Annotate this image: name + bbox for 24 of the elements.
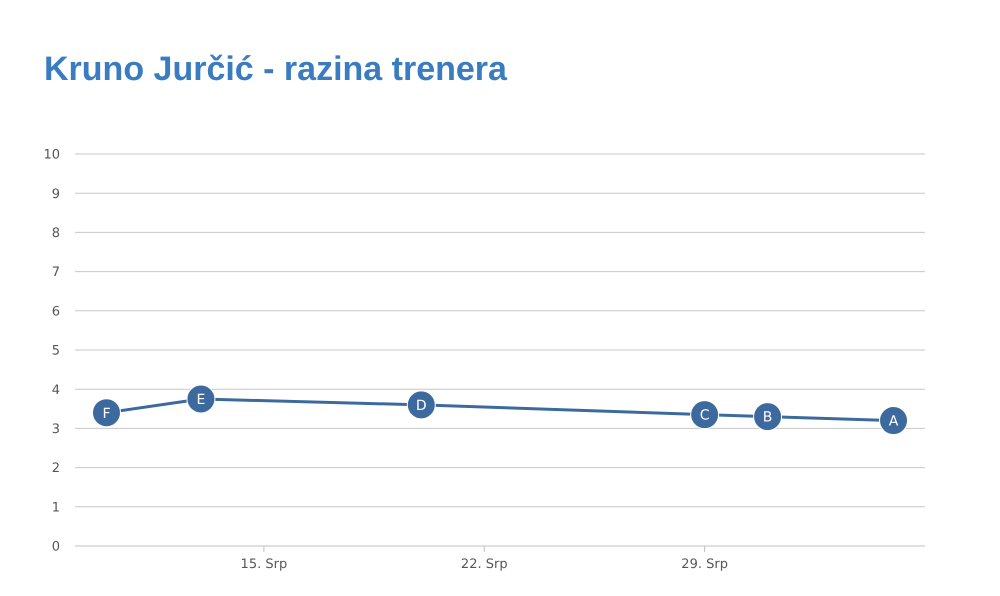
- x-tick-label: 29. Srp: [681, 557, 728, 572]
- y-tick-label: 3: [52, 422, 60, 437]
- point: [92, 398, 121, 428]
- y-tick-label: 7: [52, 265, 60, 280]
- annotation: B: [762, 410, 772, 426]
- y-tick-label: 9: [52, 186, 60, 202]
- x-tick-label: 15. Srp: [240, 557, 288, 572]
- chart-title: Kruno Jurčić - razina trenera: [44, 50, 508, 88]
- y-tick-label: 1: [52, 500, 60, 516]
- y-tick-label: 4: [52, 382, 60, 398]
- y-tick-label: 0: [52, 540, 60, 555]
- annotation: C: [700, 408, 710, 424]
- y-tick-label: 5: [52, 344, 60, 359]
- y-tick-label: 2: [52, 461, 60, 476]
- x-tick-label: 22. Srp: [460, 557, 508, 572]
- point: [753, 402, 782, 432]
- annotation: E: [196, 392, 206, 408]
- annotation: A: [888, 414, 899, 430]
- y-tick-label: 10: [43, 148, 60, 163]
- annotation: F: [102, 406, 111, 422]
- point: [186, 384, 216, 414]
- y-tick-label: 8: [52, 226, 60, 241]
- y-tick-label: 6: [52, 304, 60, 320]
- annotation: D: [416, 398, 427, 414]
